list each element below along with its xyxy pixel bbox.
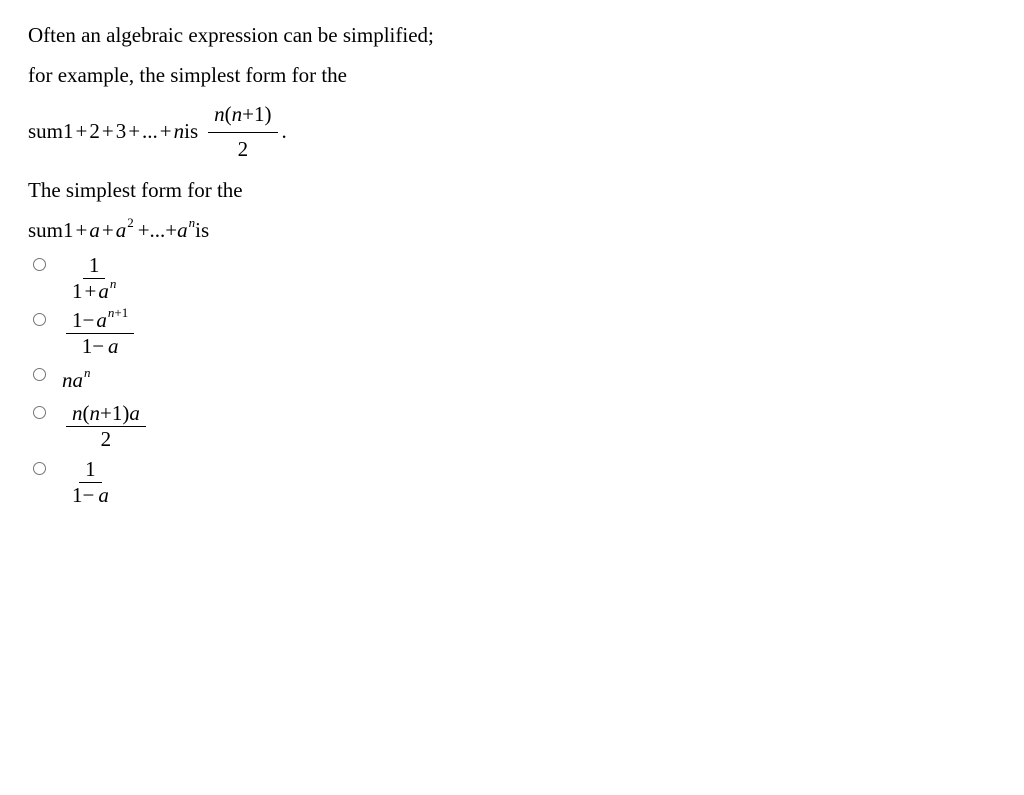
text-is: is: [184, 116, 198, 148]
intro-line-5: sum 1 + a + a2 +...+ an is: [28, 215, 996, 247]
option-c-math: n an: [62, 364, 91, 396]
var-n: n: [214, 99, 225, 131]
n: n: [72, 402, 83, 425]
plus-one: +1: [242, 99, 264, 131]
paren-l: (: [225, 99, 232, 131]
paren-r: ): [122, 402, 129, 425]
option-e-math: 1 1− a: [62, 458, 119, 507]
a: a: [73, 369, 84, 392]
text: Often an algebraic expression can be sim…: [28, 20, 434, 52]
answer-options: 1 1 + an 1 − an+1: [28, 254, 996, 507]
n: n: [90, 402, 101, 425]
text-sum: sum: [28, 215, 63, 247]
intro-line-4: The simplest form for the: [28, 175, 996, 207]
text-sum: sum: [28, 116, 63, 148]
option-b[interactable]: 1 − an+1 1− a: [28, 309, 996, 358]
paren-l: (: [83, 402, 90, 425]
a: a: [116, 215, 127, 247]
text-is: is: [195, 215, 209, 247]
geometric-series: 1 + a + a2 +...+ an: [63, 215, 195, 247]
arithmetic-closed-form: n ( n +1 ) 2: [208, 99, 277, 165]
a: a: [177, 215, 188, 247]
two: 2: [238, 134, 249, 166]
two: 2: [101, 428, 112, 451]
option-d-math: n ( n +1 ) a 2: [62, 402, 150, 451]
text: The simplest form for the: [28, 175, 243, 207]
plus: +: [102, 215, 114, 247]
a: a: [129, 402, 140, 425]
option-d-radio[interactable]: [33, 406, 46, 419]
one: 1: [89, 254, 100, 277]
option-e[interactable]: 1 1− a: [28, 458, 996, 507]
intro-line-1: Often an algebraic expression can be sim…: [28, 20, 996, 52]
option-c-radio[interactable]: [33, 368, 46, 381]
option-a-math: 1 1 + an: [62, 254, 126, 303]
one-minus-a: 1−: [82, 335, 104, 358]
option-b-math: 1 − an+1 1− a: [62, 309, 138, 358]
arithmetic-series: 1+2+3+...+n: [63, 116, 184, 148]
period: .: [282, 116, 287, 148]
text: for example, the simplest form for the: [28, 60, 347, 92]
paren-r: ): [265, 99, 272, 131]
a: a: [96, 309, 107, 332]
exp-n: n: [189, 215, 196, 230]
one: 1: [72, 309, 83, 332]
n: n: [62, 369, 73, 392]
one: 1: [85, 458, 96, 481]
plus-one: +1: [100, 402, 122, 425]
plus: +: [85, 280, 97, 303]
var-n: n: [232, 99, 243, 131]
intro-line-2: for example, the simplest form for the: [28, 60, 996, 92]
option-a-radio[interactable]: [33, 258, 46, 271]
one: 1: [63, 215, 74, 247]
option-d[interactable]: n ( n +1 ) a 2: [28, 402, 996, 451]
a: a: [98, 280, 109, 303]
one: 1: [72, 280, 83, 303]
option-a[interactable]: 1 1 + an: [28, 254, 996, 303]
sq: 2: [127, 215, 134, 230]
question-page: Often an algebraic expression can be sim…: [0, 0, 1024, 533]
option-b-radio[interactable]: [33, 313, 46, 326]
a: a: [89, 215, 100, 247]
intro-line-3: sum 1+2+3+...+n is n ( n +1 ) 2 .: [28, 99, 996, 165]
dots: +...+: [138, 215, 177, 247]
plus: +: [76, 215, 88, 247]
option-c[interactable]: n an: [28, 364, 996, 396]
option-e-radio[interactable]: [33, 462, 46, 475]
minus: −: [83, 309, 95, 332]
